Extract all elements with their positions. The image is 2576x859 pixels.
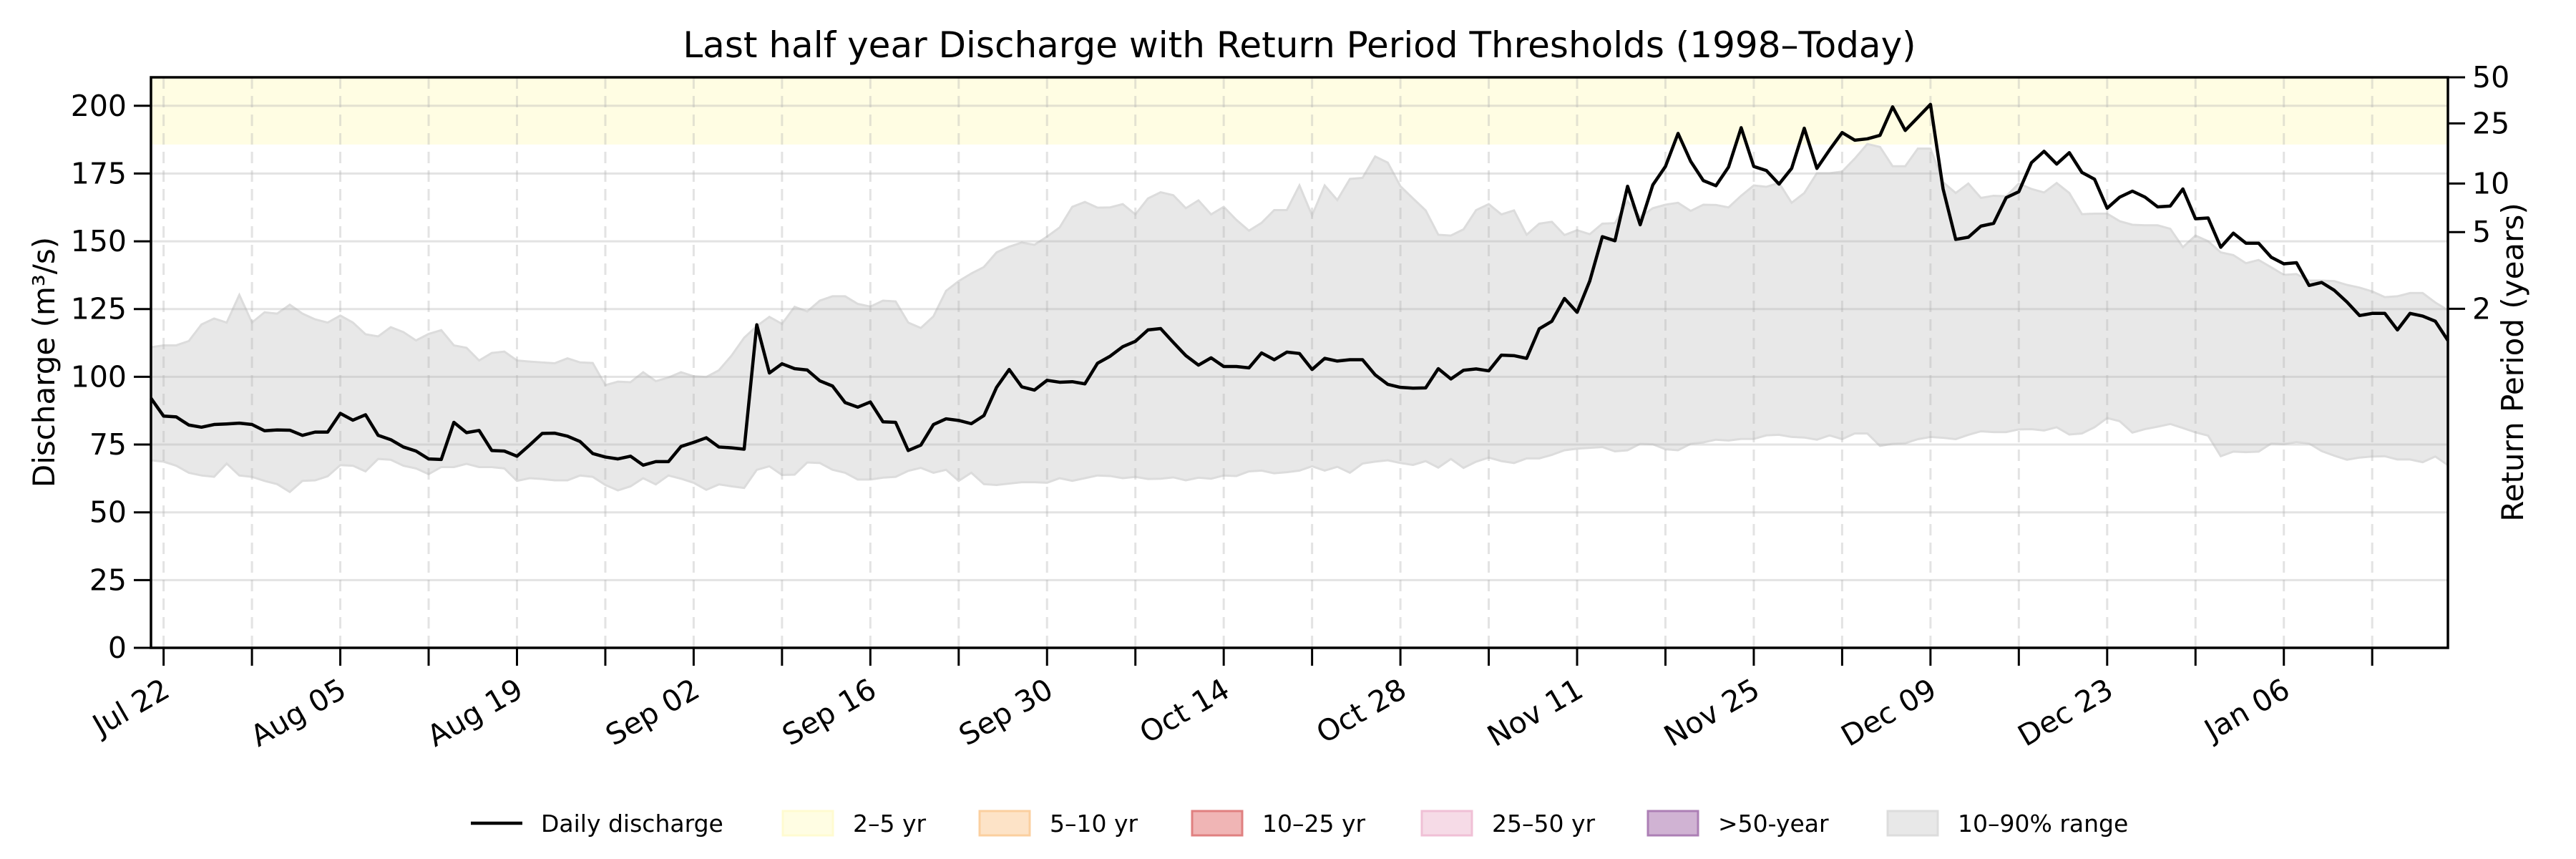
legend-item: Daily discharge (471, 810, 723, 838)
x-tick-label: Nov 11 (1481, 671, 1589, 753)
legend-label: Daily discharge (541, 810, 723, 838)
legend-label: 2–5 yr (853, 810, 927, 838)
x-tick-label: Aug 19 (421, 671, 529, 753)
legend-label: 25–50 yr (1492, 810, 1596, 838)
x-tick-label: Aug 05 (245, 671, 352, 753)
legend-label: 5–10 yr (1050, 810, 1138, 838)
legend-patch-swatch (978, 810, 1031, 837)
y-tick-label: 50 (89, 495, 127, 530)
return-period-tick-label: 25 (2472, 106, 2509, 140)
x-tick-label: Dec 23 (2012, 671, 2119, 753)
return-period-tick-label: 50 (2472, 60, 2509, 94)
legend-patch-swatch (781, 810, 834, 837)
y-tick-label: 175 (71, 156, 127, 190)
x-tick-label: Sep 16 (776, 671, 882, 752)
legend-patch-swatch (1646, 810, 1699, 837)
x-tick-label: Jan 06 (2197, 671, 2296, 748)
y-tick-label: 0 (108, 631, 127, 665)
return-period-tick-label: 10 (2472, 166, 2509, 200)
legend: Daily discharge 2–5 yr 5–10 yr 10–25 yr 25–5… (471, 810, 2128, 838)
legend-patch-swatch (1420, 810, 1473, 837)
legend-item: >50-year (1646, 810, 1829, 838)
legend-label: 10–90% range (1958, 810, 2128, 838)
y-tick-label: 75 (89, 427, 127, 462)
x-tick-label: Sep 30 (953, 671, 1058, 752)
legend-item: 10–90% range (1886, 810, 2128, 838)
legend-item: 5–10 yr (978, 810, 1138, 838)
y-tick-label: 100 (71, 359, 127, 394)
threshold-band (151, 77, 2448, 145)
legend-patch-swatch (1191, 810, 1244, 837)
legend-label: >50-year (1718, 810, 1829, 838)
chart-title: Last half year Discharge with Return Per… (683, 24, 1916, 66)
y-tick-label: 150 (71, 224, 127, 258)
legend-patch-swatch (1886, 810, 1939, 837)
legend-item: 10–25 yr (1191, 810, 1366, 838)
x-tick-label: Nov 25 (1658, 671, 1765, 753)
x-tick-label: Jul 22 (85, 671, 175, 743)
x-tick-label: Sep 02 (600, 671, 705, 752)
y-axis-label: Discharge (m³/s) (26, 237, 62, 487)
y-tick-label: 25 (89, 563, 127, 597)
daily-discharge-line (150, 102, 2449, 467)
axes-frame (150, 76, 2449, 649)
x-tick-label: Dec 09 (1835, 671, 1942, 753)
x-tick-label: Oct 28 (1310, 671, 1412, 750)
y-tick-label: 200 (71, 89, 127, 123)
y-tick-label: 125 (71, 292, 127, 326)
right-axis-label: Return Period (years) (2495, 203, 2530, 521)
legend-item: 2–5 yr (781, 810, 927, 838)
legend-label: 10–25 yr (1262, 810, 1366, 838)
x-tick-label: Oct 14 (1134, 671, 1236, 750)
return-period-tick-label: 2 (2472, 291, 2491, 326)
return-period-tick-label: 5 (2472, 215, 2491, 249)
legend-item: 25–50 yr (1420, 810, 1596, 838)
